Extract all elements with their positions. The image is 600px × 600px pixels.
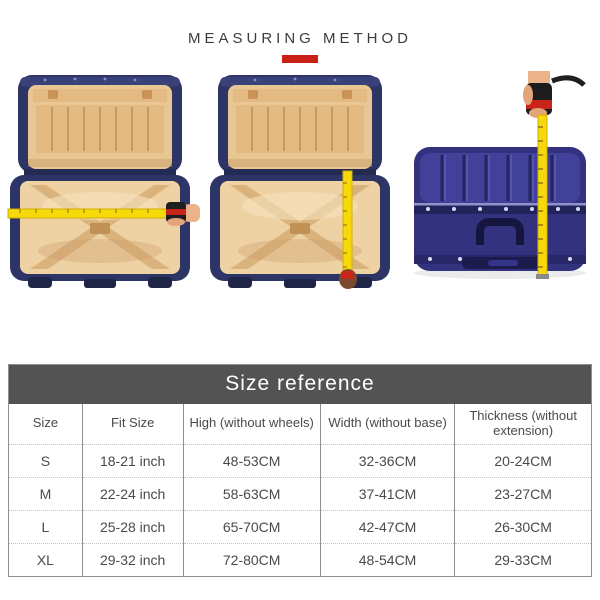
cell-fit-size: 18-21 inch [81,443,183,478]
cell-high: 72-80CM [182,542,321,576]
tape-measure-clip [551,75,586,87]
open-suitcase-depth-illustration [210,75,390,289]
col-header-width: Width (without base) [319,404,455,445]
photo-closed-suitcase-height [400,71,600,293]
size-reference-section: Size reference Size Fit Size High (witho… [8,364,592,577]
cell-fit-size: 29-32 inch [81,542,183,576]
cell-width: 48-54CM [319,542,455,576]
table-header-row: Size Fit Size High (without wheels) Widt… [9,404,591,445]
measuring-tape-vertical [342,170,353,272]
title-accent-bar [282,55,318,63]
frame-rivets [426,207,580,211]
col-header-thickness: Thickness (without extension) [454,404,591,445]
measuring-tape-vertical [536,114,549,279]
table-row-m: M 22-24 inch 58-63CM 37-41CM 23-27CM [9,476,591,511]
lid-pocket-ribs [51,107,149,151]
suitcase-hinge [224,169,376,179]
hand-holding-tape-measure [523,71,586,118]
suitcase-tray [10,175,190,288]
closed-suitcase-body [414,147,586,271]
measuring-photos [0,71,600,293]
open-suitcase-width-illustration [7,75,200,288]
tape-end-hook [536,274,549,279]
measuring-method-header: MEASURING METHOD [0,0,600,63]
size-reference-title: Size reference [9,365,591,404]
measuring-method-title: MEASURING METHOD [187,30,412,47]
cell-thickness: 20-24CM [454,443,591,478]
col-header-fit-size: Fit Size [81,404,183,445]
cell-size: M [9,476,83,511]
photo-open-suitcase-depth [200,71,400,293]
suitcase-tray [210,175,390,288]
size-reference-table: Size Fit Size High (without wheels) Widt… [9,404,591,576]
cell-high: 65-70CM [182,509,321,544]
cell-width: 32-36CM [319,443,455,478]
tape-measure-at-tape-end [339,269,357,289]
hand-with-tape-measure [166,202,200,226]
cell-thickness: 23-27CM [454,476,591,511]
cell-fit-size: 25-28 inch [81,509,183,544]
suitcase-lid [218,75,382,173]
col-header-high: High (without wheels) [182,404,321,445]
cell-size: XL [9,542,83,576]
cell-size: S [9,443,83,478]
col-header-size: Size [32,415,59,431]
lid-pocket-ribs [251,107,349,151]
suitcase-lid [18,75,182,173]
suitcase-hinge [24,169,176,179]
measuring-tape-horizontal [7,208,169,219]
shell-ribs [440,155,554,201]
cell-size: L [9,509,83,544]
cell-high: 48-53CM [182,443,321,478]
cell-thickness: 26-30CM [454,509,591,544]
carry-handle [476,218,524,245]
table-row-xl: XL 29-32 inch 72-80CM 48-54CM 29-33CM [9,542,591,576]
cell-width: 42-47CM [319,509,455,544]
cell-high: 58-63CM [182,476,321,511]
table-row-s: S 18-21 inch 48-53CM 32-36CM 20-24CM [9,443,591,478]
cell-width: 37-41CM [319,476,455,511]
shell-rib-highlights [444,155,556,201]
table-row-l: L 25-28 inch 65-70CM 42-47CM 26-30CM [9,509,591,544]
frame-band [414,203,586,214]
cell-thickness: 29-33CM [454,542,591,576]
photo-open-suitcase-width [0,71,200,293]
closed-suitcase-height-illustration [414,71,586,279]
cell-fit-size: 22-24 inch [81,476,183,511]
